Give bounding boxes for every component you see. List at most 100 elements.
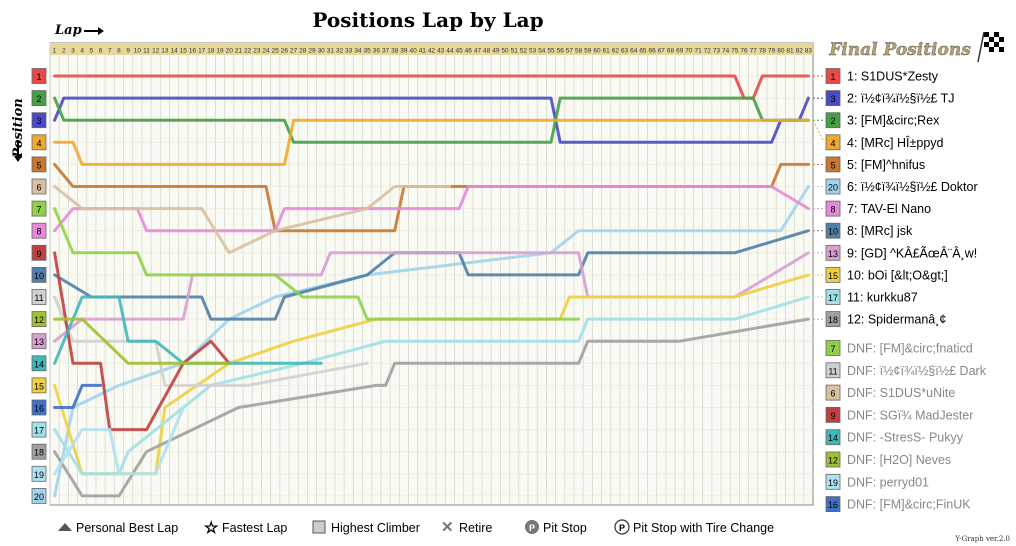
final-badge bbox=[825, 134, 841, 151]
position-tick-label: 7 bbox=[36, 205, 41, 215]
final-badge-label: 13 bbox=[828, 249, 838, 259]
lap-tick-label: 59 bbox=[584, 48, 592, 55]
position-tick-label: 6 bbox=[36, 183, 41, 193]
x-axis-label: Lap bbox=[54, 23, 82, 38]
final-position-entry: 12: Spidermanâ¸¢ bbox=[847, 313, 946, 327]
position-badge bbox=[31, 289, 47, 305]
checkered-flag-icon bbox=[989, 47, 994, 52]
position-tick-label: 15 bbox=[34, 381, 44, 391]
position-badge bbox=[31, 112, 47, 129]
lap-tick-label: 26 bbox=[281, 48, 289, 55]
final-position-entry: DNF: [FM]&circ;fnaticd bbox=[847, 342, 973, 356]
lap-tick-label: 75 bbox=[731, 48, 739, 55]
final-positions-title: Final Positions bbox=[828, 40, 971, 60]
checkered-flag-icon bbox=[994, 32, 999, 37]
final-badge-label: 8 bbox=[830, 205, 835, 215]
position-badge bbox=[31, 333, 47, 350]
version-text: Y-Graph ver.2.0 bbox=[954, 535, 1010, 543]
final-badge bbox=[825, 178, 841, 195]
final-position-entry: 3: [FM]&circ;Rex bbox=[847, 114, 940, 128]
final-position-entry: 9: [GD] ^KÂ£ÃœÂ¨Â¸w! bbox=[847, 245, 977, 260]
final-badge-label: 5 bbox=[830, 160, 835, 170]
position-badge bbox=[31, 266, 47, 283]
lap-tick-label: 44 bbox=[446, 48, 454, 55]
lap-tick-label: 22 bbox=[244, 48, 252, 55]
final-position-entry: 7: TAV-El Nano bbox=[847, 202, 931, 216]
lap-tick-label: 30 bbox=[318, 48, 326, 55]
position-tick-label: 3 bbox=[36, 116, 41, 126]
lap-tick-label: 68 bbox=[667, 48, 675, 55]
position-badge bbox=[31, 156, 47, 173]
pit-stop-tire-icon-letter: P bbox=[619, 523, 625, 533]
lap-tick-label: 25 bbox=[272, 48, 280, 55]
lap-tick-label: 70 bbox=[685, 48, 693, 55]
checkered-flag-icon bbox=[989, 37, 994, 42]
lap-tick-label: 39 bbox=[400, 48, 408, 55]
legend-label: Pit Stop with Tire Change bbox=[633, 521, 774, 535]
final-badge-label: 3 bbox=[830, 94, 835, 104]
y-axis-arrowhead bbox=[14, 156, 22, 162]
final-position-entry: DNF: ï½¢ï¾ï½§ï½£ Dark bbox=[847, 364, 987, 378]
series-line-18 bbox=[53, 317, 231, 365]
final-position-entry: DNF: [FM]&circ;FinUK bbox=[847, 498, 971, 512]
final-badge-label: 2 bbox=[830, 116, 835, 126]
position-badge bbox=[31, 377, 47, 394]
position-badge bbox=[31, 222, 47, 239]
lap-tick-label: 58 bbox=[575, 48, 583, 55]
final-badge-label: 12 bbox=[828, 456, 838, 466]
final-position-entry: DNF: [H2O] Neves bbox=[847, 453, 951, 467]
series-line-14 bbox=[53, 295, 369, 387]
lap-tick-label: 62 bbox=[612, 48, 620, 55]
lap-tick-label: 55 bbox=[547, 48, 555, 55]
lap-tick-label: 71 bbox=[694, 48, 702, 55]
final-position-entry: 2: ï½¢ï¾ï½§ï½£ TJ bbox=[847, 92, 954, 106]
pit-stop-icon bbox=[525, 520, 539, 534]
lap-tick-label: 8 bbox=[117, 48, 121, 55]
lap-tick-label: 18 bbox=[207, 48, 215, 55]
final-badge-label: 1 bbox=[830, 72, 835, 82]
checkered-flag-icon bbox=[984, 42, 989, 47]
position-tick-label: 12 bbox=[34, 315, 44, 325]
position-badge bbox=[31, 178, 47, 195]
position-tick-label: 9 bbox=[36, 249, 41, 259]
series-line-19 bbox=[53, 406, 185, 476]
position-badge bbox=[31, 90, 47, 106]
lap-tick-label: 29 bbox=[308, 48, 316, 55]
legend-label: Fastest Lap bbox=[222, 521, 287, 535]
pit-stop-tire-icon bbox=[614, 519, 630, 535]
position-badge bbox=[31, 200, 47, 217]
final-badge bbox=[825, 473, 841, 490]
lap-tick-label: 51 bbox=[511, 48, 519, 55]
highest-climber-icon bbox=[312, 520, 326, 534]
final-position-entry: 5: [FM]^hnifus bbox=[847, 158, 925, 172]
lap-tick-label: 43 bbox=[437, 48, 445, 55]
lap-tick-label: 48 bbox=[483, 48, 491, 55]
position-badge bbox=[31, 355, 47, 372]
lap-tick-label: 28 bbox=[299, 48, 307, 55]
position-tick-label: 17 bbox=[34, 426, 44, 436]
lap-tick-label: 83 bbox=[805, 48, 813, 55]
series-line-3 bbox=[53, 96, 810, 144]
series-line-13 bbox=[53, 207, 581, 321]
lap-tick-label: 54 bbox=[538, 48, 546, 55]
position-badge bbox=[31, 68, 47, 84]
lap-tick-label: 46 bbox=[465, 48, 473, 55]
final-badge bbox=[825, 266, 841, 283]
position-badge bbox=[31, 487, 47, 504]
series-line-17 bbox=[53, 295, 323, 365]
lap-tick-label: 23 bbox=[253, 48, 261, 55]
checkered-flag-icon bbox=[999, 37, 1004, 42]
position-tick-label: 11 bbox=[34, 293, 43, 303]
position-tick-label: 10 bbox=[34, 271, 44, 281]
lap-tick-label: 5 bbox=[90, 48, 94, 55]
lap-tick-label: 38 bbox=[391, 48, 399, 55]
final-position-entry: DNF: -StresS- Pukyy bbox=[847, 431, 964, 445]
position-badge bbox=[31, 465, 47, 482]
position-badge bbox=[31, 244, 47, 261]
final-badge-label: 20 bbox=[828, 183, 838, 193]
lap-tick-label: 1 bbox=[53, 48, 57, 55]
lap-tick-label: 10 bbox=[134, 48, 142, 55]
final-badge bbox=[825, 340, 841, 356]
pit-stop-icon-letter: P bbox=[529, 523, 535, 533]
series-line-15 bbox=[53, 185, 452, 255]
